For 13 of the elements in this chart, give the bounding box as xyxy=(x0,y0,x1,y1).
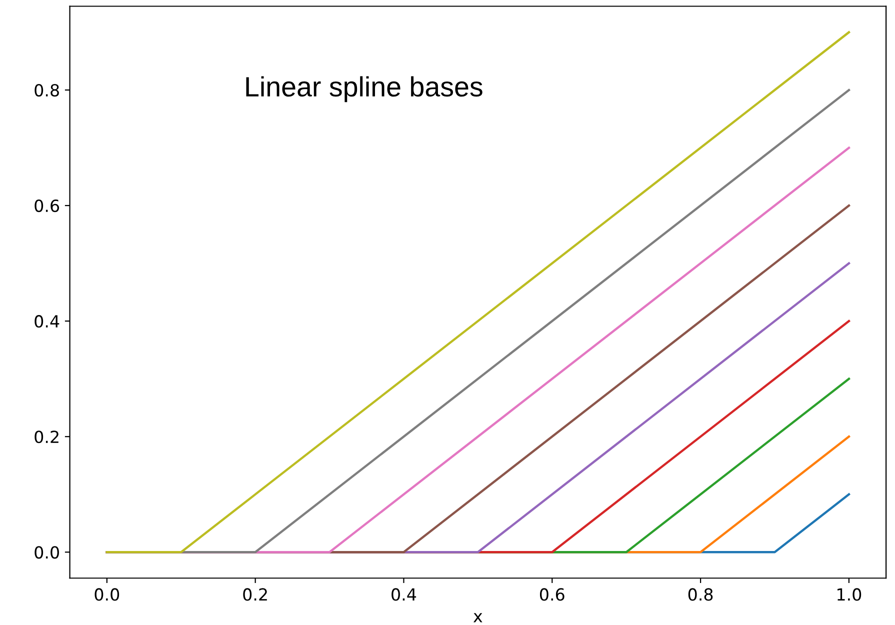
text: Linear spline bases xyxy=(246,76,482,102)
x-tick-label: 0.8 xyxy=(688,588,713,601)
y-tick-label: 0.2 xyxy=(34,430,58,444)
y-tick-label: 0.0 xyxy=(34,546,59,559)
x-axis-title: x xyxy=(473,613,482,622)
x-tick-label: 0.6 xyxy=(540,588,564,601)
y-tick-label: 0.6 xyxy=(34,200,60,212)
x-tick-label: 0.2 xyxy=(243,588,267,601)
y-tick-label: 0.4 xyxy=(34,315,60,328)
x-tick-label: 0.4 xyxy=(392,588,416,601)
y-tick-label: 0.8 xyxy=(34,84,59,97)
x-tick-label: 1.0 xyxy=(838,588,862,601)
x-tick-label: 0.0 xyxy=(94,588,120,601)
